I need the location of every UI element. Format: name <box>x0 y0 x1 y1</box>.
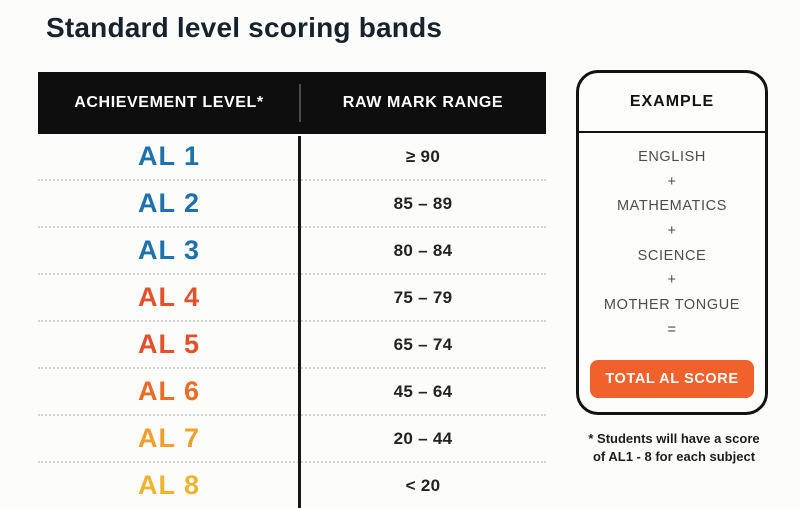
raw-mark-range-cell: < 20 <box>300 463 546 508</box>
al-label: AL 7 <box>137 423 201 453</box>
al-label: AL 8 <box>137 470 201 500</box>
achievement-level-cell: AL 3 <box>38 228 300 273</box>
raw-mark-range-value: 80 – 84 <box>393 240 453 260</box>
example-line: + <box>667 223 677 240</box>
raw-mark-range-cell: 80 – 84 <box>300 228 546 273</box>
table-row: AL 2 85 – 89 <box>38 179 546 226</box>
example-line: + <box>667 272 677 289</box>
raw-mark-range-value: 85 – 89 <box>393 193 453 213</box>
raw-mark-range-cell: ≥ 90 <box>300 134 546 179</box>
achievement-level-cell: AL 8 <box>38 463 300 508</box>
achievement-level-cell: AL 5 <box>38 322 300 367</box>
example-line: ENGLISH <box>638 149 706 165</box>
example-line: SCIENCE <box>637 247 707 264</box>
raw-mark-range-cell: 65 – 74 <box>300 322 546 367</box>
example-line: + <box>667 173 677 190</box>
table-row: AL 8 < 20 <box>38 461 546 508</box>
example-line: = <box>667 321 677 338</box>
column-header-achievement-level: ACHIEVEMENT LEVEL* <box>74 94 264 111</box>
example-card-title: EXAMPLE <box>579 73 765 133</box>
example-line: MATHEMATICS <box>617 198 727 215</box>
header-column-divider <box>299 84 301 122</box>
raw-mark-range-value: ≥ 90 <box>405 146 441 166</box>
table-body: AL 1 ≥ 90 AL 2 85 – 89 AL 3 80 – 84 AL 4… <box>38 134 546 508</box>
raw-mark-range-value: 45 – 64 <box>393 381 453 401</box>
al-label: AL 4 <box>137 282 201 312</box>
raw-mark-range-cell: 75 – 79 <box>300 275 546 320</box>
al-label: AL 6 <box>137 376 201 406</box>
achievement-level-cell: AL 1 <box>38 134 300 179</box>
footnote: * Students will have a score of AL1 - 8 … <box>588 431 760 464</box>
raw-mark-range-value: 75 – 79 <box>393 287 453 307</box>
al-label: AL 1 <box>137 141 201 171</box>
raw-mark-range-cell: 45 – 64 <box>300 369 546 414</box>
raw-mark-range-value: 20 – 44 <box>393 428 453 448</box>
achievement-level-cell: AL 7 <box>38 416 300 461</box>
table-header-row: ACHIEVEMENT LEVEL* RAW MARK RANGE <box>38 72 546 134</box>
table-row: AL 4 75 – 79 <box>38 273 546 320</box>
raw-mark-range-value: 65 – 74 <box>393 334 453 354</box>
body-column-divider <box>298 136 301 508</box>
achievement-level-cell: AL 2 <box>38 181 300 226</box>
scoring-bands-table: ACHIEVEMENT LEVEL* RAW MARK RANGE AL 1 ≥… <box>38 72 546 508</box>
table-row: AL 1 ≥ 90 <box>38 134 546 179</box>
raw-mark-range-cell: 85 – 89 <box>300 181 546 226</box>
page-title: Standard level scoring bands <box>46 12 443 43</box>
total-al-score-button[interactable]: TOTAL AL SCORE <box>590 360 754 398</box>
al-label: AL 5 <box>137 329 201 359</box>
al-label: AL 3 <box>137 235 201 265</box>
al-label: AL 2 <box>137 188 201 218</box>
raw-mark-range-value: < 20 <box>405 475 441 495</box>
table-row: AL 7 20 – 44 <box>38 414 546 461</box>
raw-mark-range-cell: 20 – 44 <box>300 416 546 461</box>
table-row: AL 3 80 – 84 <box>38 226 546 273</box>
table-row: AL 5 65 – 74 <box>38 320 546 367</box>
example-line: MOTHER TONGUE <box>603 297 741 314</box>
achievement-level-cell: AL 6 <box>38 369 300 414</box>
column-header-raw-mark-range: RAW MARK RANGE <box>342 94 504 111</box>
table-row: AL 6 45 – 64 <box>38 367 546 414</box>
example-items: ENGLISH + MATHEMATICS + SCIENCE + MOTHER TONGU… <box>579 133 765 412</box>
example-card: EXAMPLE ENGLISH + MATHEMATICS + SCIENCE + MOTH… <box>576 70 768 415</box>
achievement-level-cell: AL 4 <box>38 275 300 320</box>
